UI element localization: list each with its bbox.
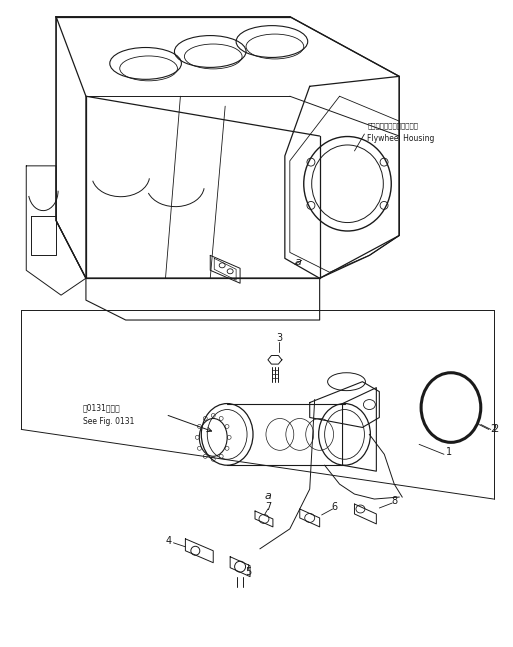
Text: 6: 6	[331, 502, 338, 512]
Text: a: a	[294, 258, 301, 267]
Text: 2: 2	[492, 424, 499, 434]
Text: See Fig. 0131: See Fig. 0131	[83, 417, 134, 426]
Text: Flywheel Housing: Flywheel Housing	[367, 133, 435, 142]
Text: 7: 7	[265, 502, 271, 512]
Text: 4: 4	[165, 536, 171, 546]
Text: フライホイールハウジング: フライホイールハウジング	[367, 123, 419, 129]
Text: 1: 1	[446, 447, 452, 457]
Text: 8: 8	[391, 496, 397, 506]
Text: 3: 3	[276, 333, 282, 343]
Text: a: a	[265, 491, 271, 501]
Text: 2: 2	[490, 424, 497, 434]
Text: 第0131図参照: 第0131図参照	[83, 403, 121, 412]
Text: 5: 5	[245, 567, 251, 576]
